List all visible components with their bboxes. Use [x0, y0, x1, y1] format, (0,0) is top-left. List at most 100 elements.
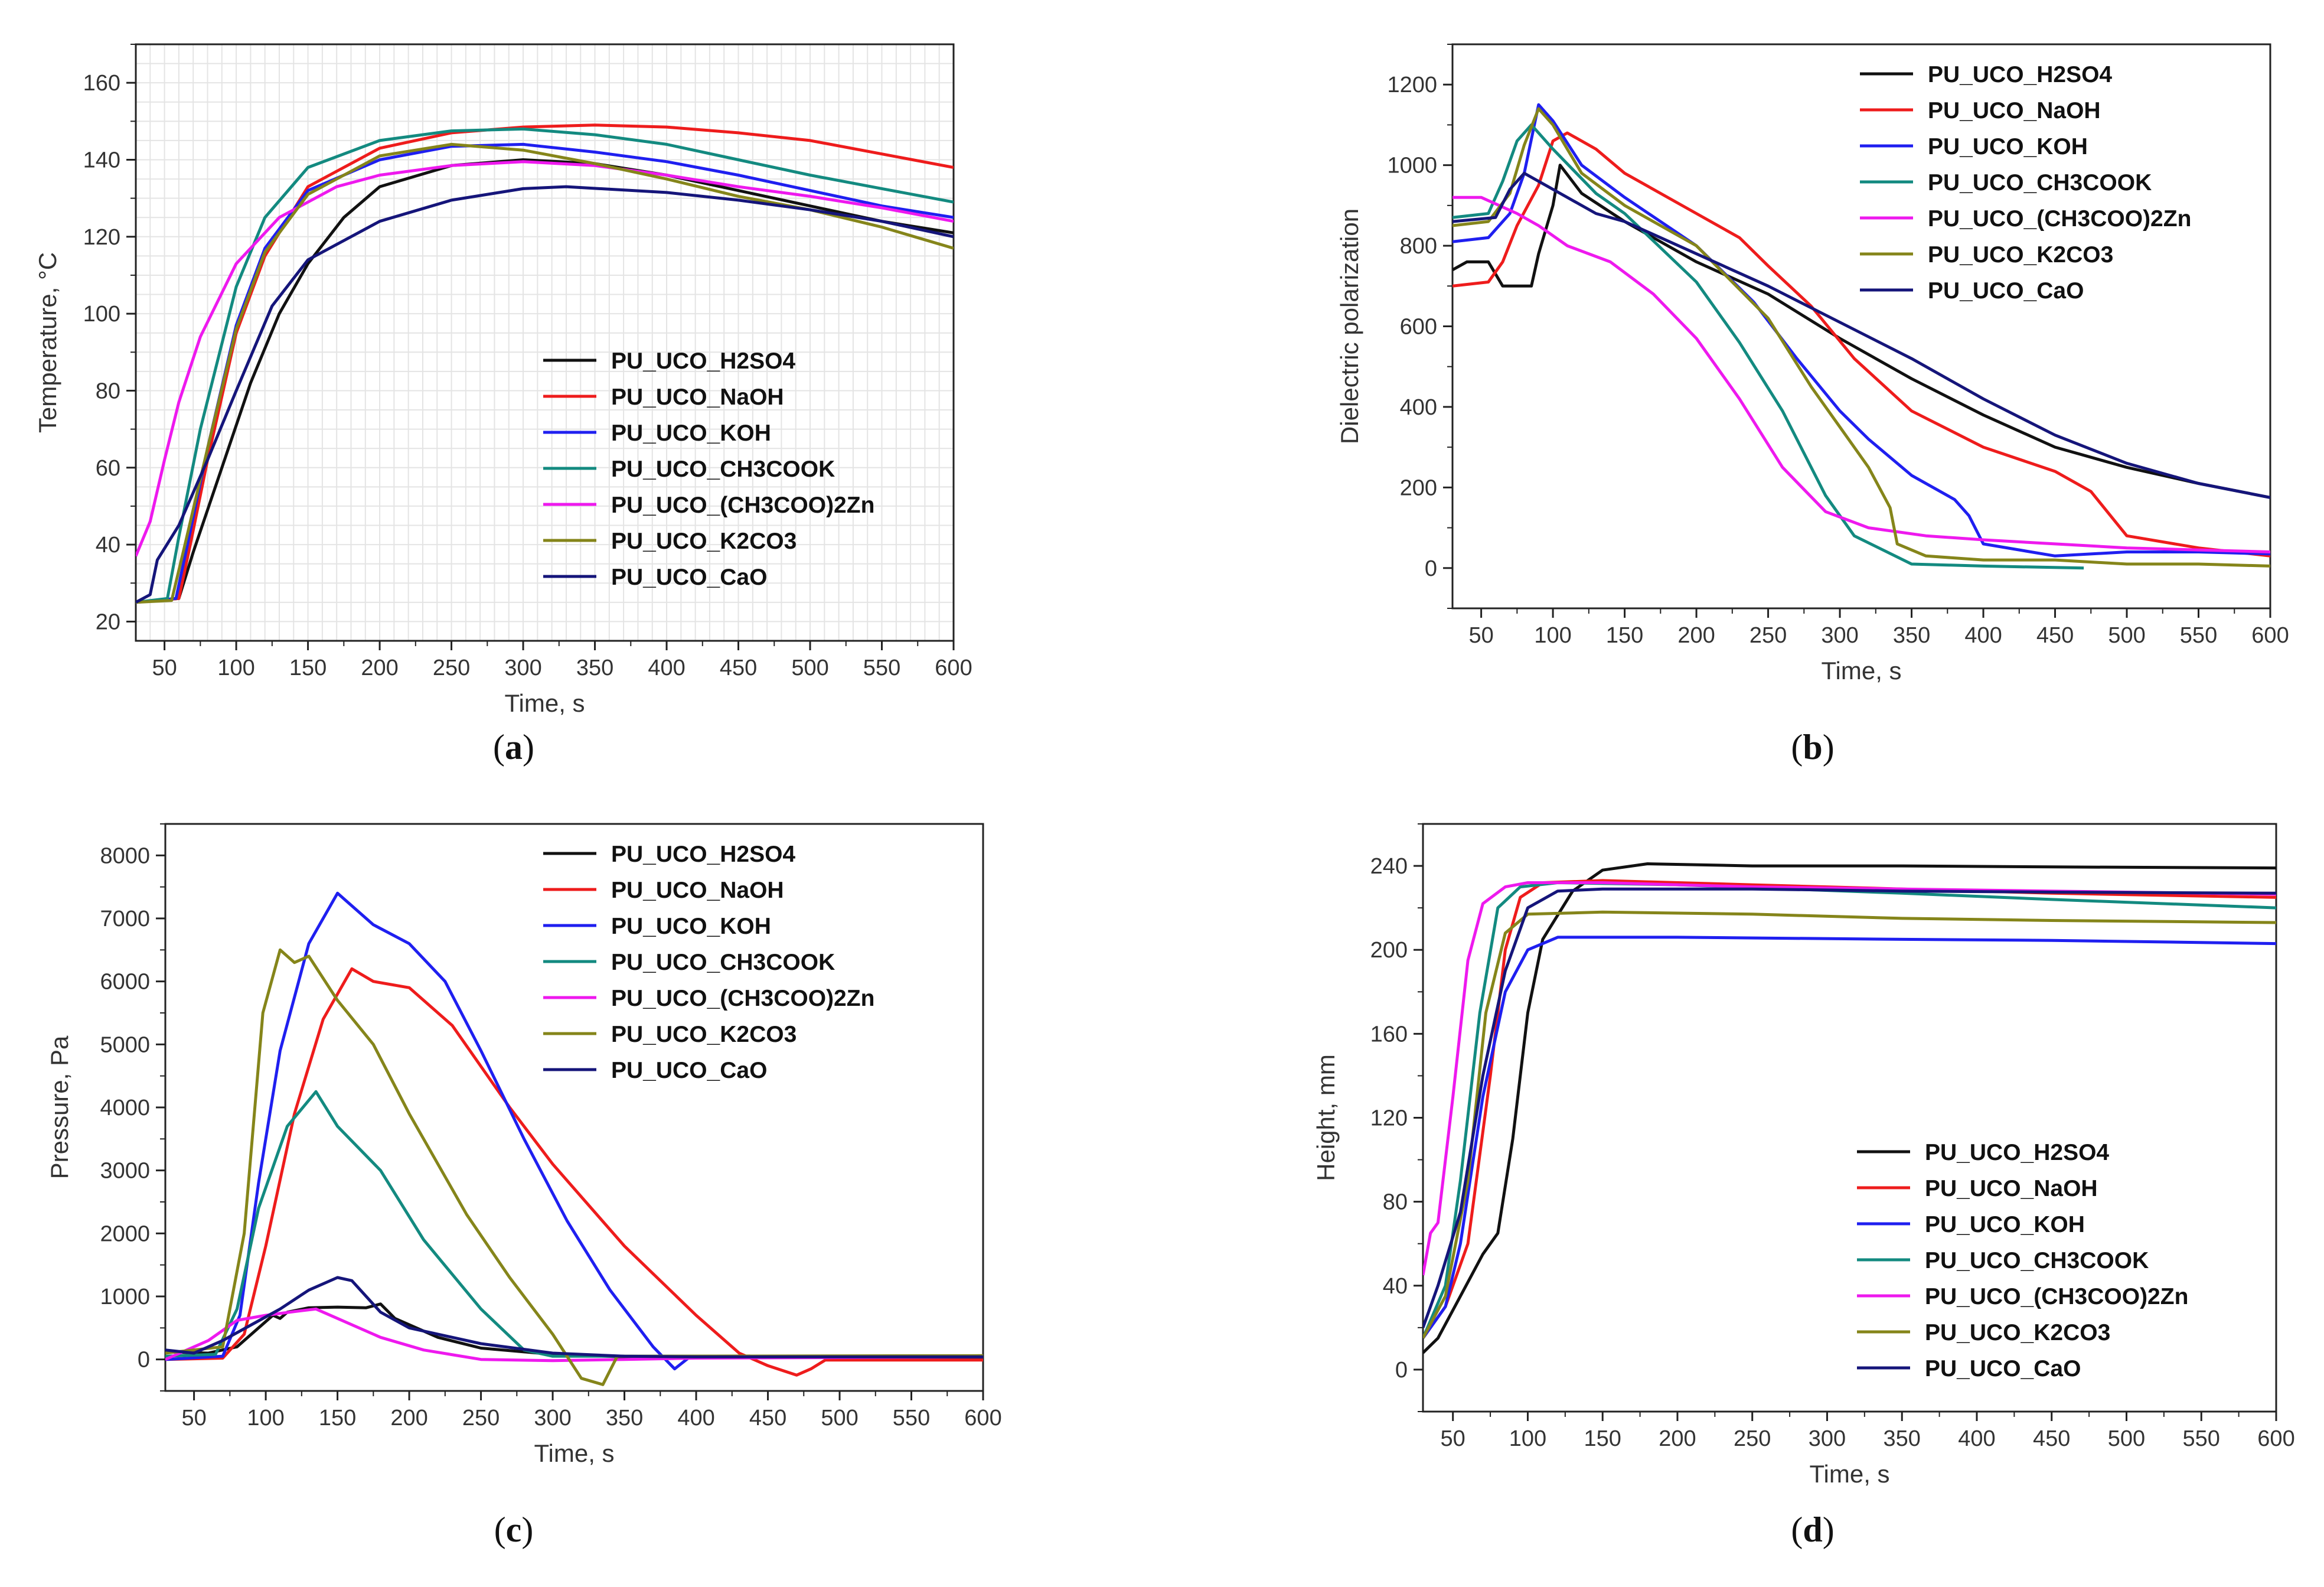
y-tick-label: 120 — [83, 225, 120, 250]
y-tick-label: 160 — [83, 71, 120, 96]
x-tick-label: 100 — [1509, 1426, 1546, 1451]
series-line-pu_uco_cao — [136, 185, 954, 604]
legend-label: PU_UCO_H2SO4 — [611, 842, 795, 867]
series-line-pu_uco_koh — [165, 891, 983, 1371]
panel-caption: (c) — [494, 1510, 534, 1549]
series-line-pu_uco_k2co3 — [1452, 107, 2270, 568]
x-tick-label: 250 — [1734, 1426, 1771, 1451]
legend-label: PU_UCO_CaO — [1928, 278, 2084, 304]
x-tick-label: 50 — [181, 1406, 206, 1430]
caption-letter: c — [506, 1510, 522, 1549]
x-tick-label: 300 — [534, 1406, 571, 1430]
x-tick-label: 450 — [2033, 1426, 2070, 1451]
x-tick-label: 500 — [791, 656, 828, 680]
x-tick-label: 500 — [2108, 1426, 2145, 1451]
x-tick-label: 200 — [1677, 623, 1715, 648]
legend-label: PU_UCO_(CH3COO)2Zn — [611, 986, 874, 1011]
x-tick-label: 250 — [433, 656, 470, 680]
series-line-pu_uco_(ch3coo)2zn — [165, 1307, 983, 1363]
series-line-pu_uco_cao — [165, 1276, 983, 1358]
y-tick-label: 1000 — [1387, 154, 1437, 178]
plot-frame — [164, 823, 984, 1392]
y-tick-label: 8000 — [100, 843, 150, 868]
x-tick-label: 100 — [247, 1406, 284, 1430]
series-line-pu_uco_ch3cook — [136, 127, 954, 604]
legend-label: PU_UCO_H2SO4 — [611, 348, 795, 374]
x-tick-label: 350 — [576, 656, 613, 680]
legend-label: PU_UCO_(CH3COO)2Zn — [1925, 1284, 2188, 1309]
legend-label: PU_UCO_KOH — [1925, 1212, 2085, 1237]
y-tick-label: 160 — [1370, 1022, 1408, 1047]
x-tick-label: 550 — [2180, 623, 2217, 648]
x-axis-title: Time, s — [534, 1439, 614, 1467]
x-tick-label: 250 — [1749, 623, 1787, 648]
legend-label: PU_UCO_K2CO3 — [1928, 242, 2113, 268]
x-tick-label: 100 — [217, 656, 254, 680]
x-tick-label: 400 — [677, 1406, 714, 1430]
y-tick-label: 140 — [83, 148, 120, 172]
y-tick-label: 0 — [1425, 556, 1437, 581]
y-tick-label: 7000 — [100, 907, 150, 931]
x-axis-title: Time, s — [1809, 1460, 1889, 1488]
x-tick-label: 600 — [2257, 1426, 2294, 1451]
x-tick-label: 350 — [1884, 1426, 1921, 1451]
caption-close: ) — [1823, 728, 1835, 767]
caption-close: ) — [521, 1510, 533, 1549]
y-tick-label: 60 — [96, 456, 120, 481]
series-group — [165, 891, 983, 1386]
caption-open: ( — [1791, 728, 1803, 767]
legend-label: PU_UCO_CH3COOK — [611, 457, 835, 482]
caption-letter: d — [1803, 1510, 1822, 1549]
series-line-pu_uco_(ch3coo)2zn — [136, 160, 954, 557]
legend: PU_UCO_H2SO4 PU_UCO_NaOH PU_UCO_KOH PU_UCO_… — [1860, 62, 2191, 304]
plot-frame — [135, 43, 955, 642]
y-tick-label: 800 — [1400, 234, 1437, 259]
legend-label: PU_UCO_CaO — [1925, 1356, 2081, 1381]
x-tick-label: 550 — [2183, 1426, 2220, 1451]
series-line-pu_uco_k2co3 — [165, 948, 983, 1386]
legend-label: PU_UCO_NaOH — [611, 878, 784, 903]
series-line-pu_uco_naoh — [136, 123, 954, 604]
y-tick-label: 100 — [83, 302, 120, 327]
caption-open: ( — [494, 1510, 506, 1549]
legend-label: PU_UCO_KOH — [1928, 134, 2088, 159]
legend-label: PU_UCO_NaOH — [1928, 98, 2101, 123]
y-tick-label: 20 — [96, 610, 120, 634]
x-tick-label: 300 — [1821, 623, 1858, 648]
y-axis-title: Dielectric polarization — [1336, 208, 1363, 444]
x-tick-label: 600 — [935, 656, 972, 680]
x-tick-label: 150 — [1606, 623, 1643, 648]
legend-label: PU_UCO_NaOH — [1925, 1176, 2098, 1201]
y-axis-title: Height, mm — [1312, 1054, 1340, 1181]
legend-label: PU_UCO_H2SO4 — [1928, 62, 2112, 87]
series-line-pu_uco_koh — [1452, 103, 2270, 558]
x-tick-label: 600 — [2251, 623, 2289, 648]
series-group — [136, 123, 954, 604]
y-tick-label: 40 — [1383, 1274, 1408, 1299]
y-tick-label: 600 — [1400, 315, 1437, 340]
series-line-pu_uco_naoh — [1452, 131, 2270, 558]
x-tick-label: 400 — [1964, 623, 2002, 648]
series-line-pu_uco_(ch3coo)2zn — [1452, 195, 2270, 553]
chart-panel-d: 50 100 150 200 250 300 350 400 450 500 550 600 0 40 80… — [1312, 823, 2295, 1549]
grid-lines — [136, 44, 954, 641]
x-tick-label: 300 — [1809, 1426, 1846, 1451]
x-tick-label: 500 — [821, 1406, 858, 1430]
caption-close: ) — [523, 728, 534, 767]
series-line-pu_uco_ch3cook — [1423, 881, 2276, 1339]
x-tick-label: 350 — [606, 1406, 643, 1430]
y-tick-label: 40 — [96, 533, 120, 558]
legend-label: PU_UCO_NaOH — [611, 384, 784, 410]
caption-close: ) — [1823, 1510, 1835, 1549]
series-group — [1452, 103, 2270, 570]
legend: PU_UCO_H2SO4 PU_UCO_NaOH PU_UCO_KOH PU_UCO_… — [543, 842, 874, 1083]
chart-panel-b: 50 100 150 200 250 300 350 400 450 500 550 600 0 200 4… — [1336, 43, 2289, 767]
legend-label: PU_UCO_(CH3COO)2Zn — [1928, 206, 2191, 232]
chart-panel-c: 50 100 150 200 250 300 350 400 450 500 550 60001000… — [45, 823, 1002, 1549]
series-line-pu_uco_h2so4 — [1423, 862, 2276, 1354]
legend-label: PU_UCO_CH3COOK — [1928, 170, 2152, 195]
x-tick-label: 300 — [504, 656, 541, 680]
y-tick-label: 400 — [1400, 395, 1437, 420]
series-line-pu_uco_ch3cook — [165, 1090, 983, 1358]
series-line-pu_uco_cao — [1452, 171, 2270, 499]
